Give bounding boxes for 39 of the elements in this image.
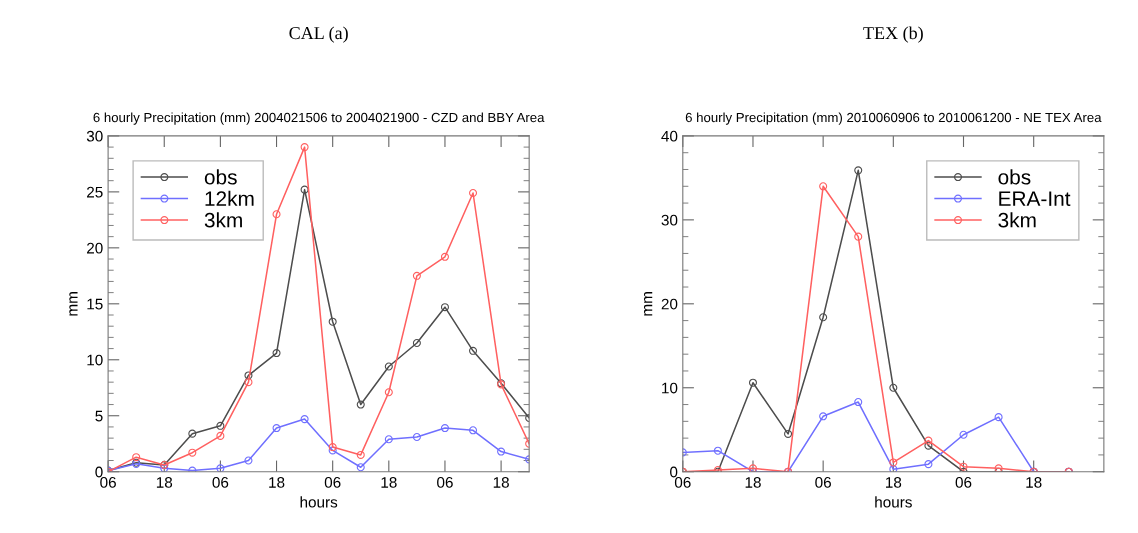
y-tick-label: 0 [670,466,678,478]
y-axis-title: mm [69,292,78,316]
legend-label: 3km [204,212,242,228]
x-tick-label: 06 [815,476,831,488]
x-axis-title: hours [300,496,338,508]
y-axis-title: mm [644,292,653,316]
x-tick-label: 06 [955,476,972,488]
x-tick-label: 06 [324,476,341,488]
legend-label: ERA-Int [999,191,1071,207]
chart-title: TEX (b) [863,26,923,43]
x-tick-label: 06 [100,476,116,488]
y-tick-label: 25 [87,186,103,198]
y-tick-label: 5 [95,410,103,422]
y-tick-label: 0 [95,466,103,478]
x-tick-label: 06 [437,476,453,488]
x-tick-label: 18 [1026,476,1042,488]
x-axis-title: hours [875,496,912,508]
x-tick-label: 18 [156,476,173,488]
chart-subtitle: 6 hourly Precipitation (mm) 2010060906 to 2010061200 - NE TEX Area [685,112,1102,125]
y-tick-label: 30 [661,214,678,226]
y-tick-label: 30 [86,130,103,142]
x-tick-label: 18 [381,476,397,488]
y-tick-label: 20 [87,242,103,254]
x-tick-label: 18 [493,476,509,488]
x-tick-label: 18 [886,476,902,488]
legend-label: obs [998,169,1031,185]
x-tick-label: 18 [269,476,285,488]
legend-label: 12km [205,190,254,206]
x-tick-label: 18 [745,476,761,488]
y-tick-label: 10 [87,354,103,366]
y-tick-label: 20 [661,298,678,310]
y-tick-label: 15 [87,298,103,310]
chart-title: CAL (a) [289,26,348,43]
y-tick-label: 10 [662,382,678,394]
x-tick-label: 06 [212,476,229,488]
y-tick-label: 40 [661,130,678,142]
legend-label: 3km [998,212,1036,228]
legend-label: obs [204,169,237,185]
chart-subtitle: 6 hourly Precipitation (mm) 2004021506 to 2004021900 - CZD and BBY Area [93,112,545,125]
